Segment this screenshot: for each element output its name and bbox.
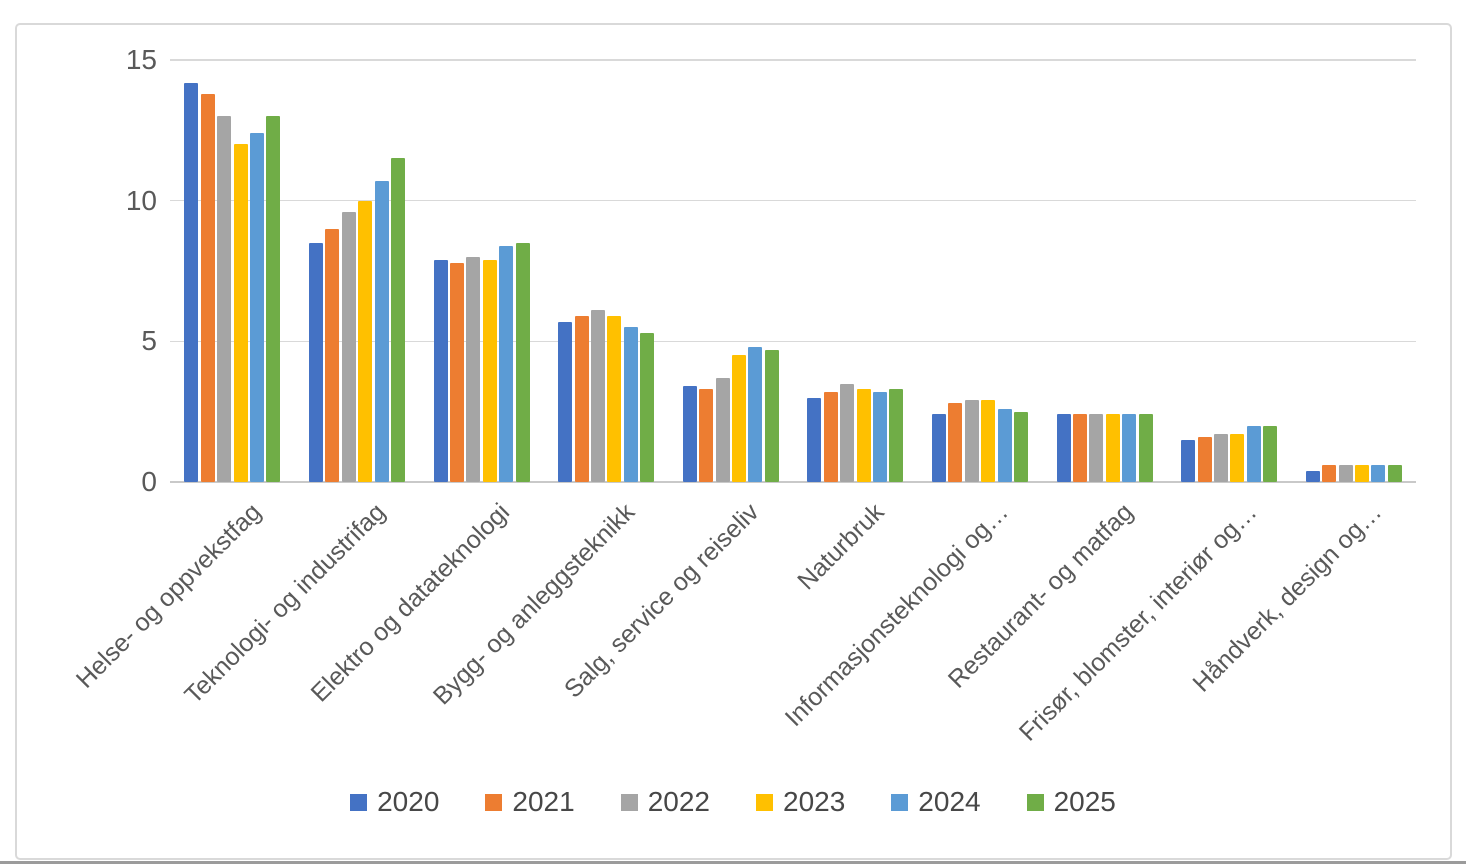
bar-2024-8[interactable] <box>1122 414 1137 482</box>
bar-2025-3[interactable] <box>515 242 530 482</box>
bar-2020-9[interactable] <box>1181 439 1196 482</box>
bar-2024-4[interactable] <box>623 327 638 482</box>
legend-label: 2023 <box>783 786 846 817</box>
legend-item-2025[interactable]: 2025 <box>1026 786 1116 818</box>
y-axis-tick-label: 10 <box>125 184 157 216</box>
bar-2021-1[interactable] <box>200 93 215 482</box>
bar-2021-9[interactable] <box>1197 436 1212 482</box>
legend-swatch-icon <box>1026 793 1044 811</box>
bar-2023-6[interactable] <box>856 389 871 482</box>
bar-2022-7[interactable] <box>964 400 979 482</box>
legend-swatch-icon <box>891 793 909 811</box>
bar-2021-6[interactable] <box>823 391 838 482</box>
bar-2022-9[interactable] <box>1213 434 1228 482</box>
legend-item-2023[interactable]: 2023 <box>756 786 845 818</box>
bar-2025-10[interactable] <box>1387 465 1402 482</box>
bar-2022-8[interactable] <box>1089 414 1104 482</box>
bar-2023-10[interactable] <box>1354 465 1369 482</box>
bar-2025-5[interactable] <box>764 349 779 482</box>
bar-2022-1[interactable] <box>217 116 232 482</box>
bar-2020-1[interactable] <box>184 82 199 482</box>
bar-2021-7[interactable] <box>948 403 963 482</box>
legend-label: 2024 <box>918 786 981 817</box>
bar-2022-3[interactable] <box>466 256 481 482</box>
bar-2021-4[interactable] <box>574 316 589 482</box>
bar-2020-7[interactable] <box>931 414 946 482</box>
bar-2020-2[interactable] <box>308 242 323 482</box>
bar-2024-2[interactable] <box>374 180 389 482</box>
legend-swatch-icon <box>620 793 638 811</box>
legend-swatch-icon <box>756 793 773 811</box>
gridline-y5 <box>170 340 1416 343</box>
legend-label: 2025 <box>1053 786 1116 817</box>
bar-2022-4[interactable] <box>590 310 605 482</box>
gridline-y10 <box>170 199 1416 202</box>
bar-2023-5[interactable] <box>731 355 746 482</box>
bar-2025-8[interactable] <box>1138 414 1153 482</box>
bar-2021-5[interactable] <box>699 389 714 482</box>
legend-label: 2020 <box>377 786 440 817</box>
bar-2021-8[interactable] <box>1072 414 1087 482</box>
bar-2023-1[interactable] <box>233 144 248 482</box>
legend-item-2020[interactable]: 2020 <box>350 786 439 818</box>
bar-2022-10[interactable] <box>1338 465 1353 482</box>
bar-2025-4[interactable] <box>640 332 655 482</box>
bar-2020-4[interactable] <box>558 321 573 482</box>
bar-2022-6[interactable] <box>840 383 855 482</box>
legend-item-2021[interactable]: 2021 <box>485 786 575 818</box>
bar-2024-3[interactable] <box>499 245 514 482</box>
bar-2020-6[interactable] <box>807 397 822 482</box>
y-axis-tick-label: 0 <box>141 466 157 497</box>
bar-2020-8[interactable] <box>1056 414 1071 482</box>
bar-2021-10[interactable] <box>1322 465 1337 482</box>
bar-2022-2[interactable] <box>341 211 356 482</box>
legend-label: 2022 <box>647 786 710 817</box>
bar-2020-5[interactable] <box>682 386 697 482</box>
bar-2023-2[interactable] <box>358 200 373 482</box>
legend-item-2024[interactable]: 2024 <box>891 786 981 818</box>
bar-2025-2[interactable] <box>390 158 405 482</box>
window-bottom-edge <box>0 861 1466 864</box>
bar-2024-6[interactable] <box>872 391 887 482</box>
bar-2025-1[interactable] <box>266 116 281 482</box>
bar-2024-7[interactable] <box>997 408 1012 482</box>
legend-item-2022[interactable]: 2022 <box>620 786 710 818</box>
legend-swatch-icon <box>485 793 503 811</box>
bar-2022-5[interactable] <box>715 377 730 482</box>
bar-2024-1[interactable] <box>249 133 264 482</box>
bar-2024-5[interactable] <box>748 346 763 482</box>
bar-2024-9[interactable] <box>1246 425 1261 482</box>
bar-2020-10[interactable] <box>1305 470 1320 482</box>
bar-2025-7[interactable] <box>1013 411 1028 482</box>
bar-2023-4[interactable] <box>607 316 622 482</box>
bar-2023-7[interactable] <box>981 400 996 482</box>
y-axis-tick-label: 15 <box>125 44 157 75</box>
bar-2021-3[interactable] <box>449 262 464 482</box>
legend-swatch-icon <box>350 793 368 811</box>
bar-2025-6[interactable] <box>889 389 904 482</box>
legend-label: 2021 <box>512 786 575 817</box>
bar-2020-3[interactable] <box>433 259 448 482</box>
bar-2025-9[interactable] <box>1263 425 1278 482</box>
y-axis-tick-label: 5 <box>141 325 157 357</box>
bar-2023-9[interactable] <box>1230 434 1245 482</box>
bar-2024-10[interactable] <box>1371 465 1386 482</box>
bar-2021-2[interactable] <box>325 228 340 482</box>
bar-2023-8[interactable] <box>1105 414 1120 482</box>
bar-2023-3[interactable] <box>482 259 497 482</box>
gridline-y15 <box>170 59 1416 61</box>
x-axis-line <box>170 481 1416 483</box>
chart-legend: 2020 2021 2022 2023 2024 2025 <box>0 786 1466 818</box>
